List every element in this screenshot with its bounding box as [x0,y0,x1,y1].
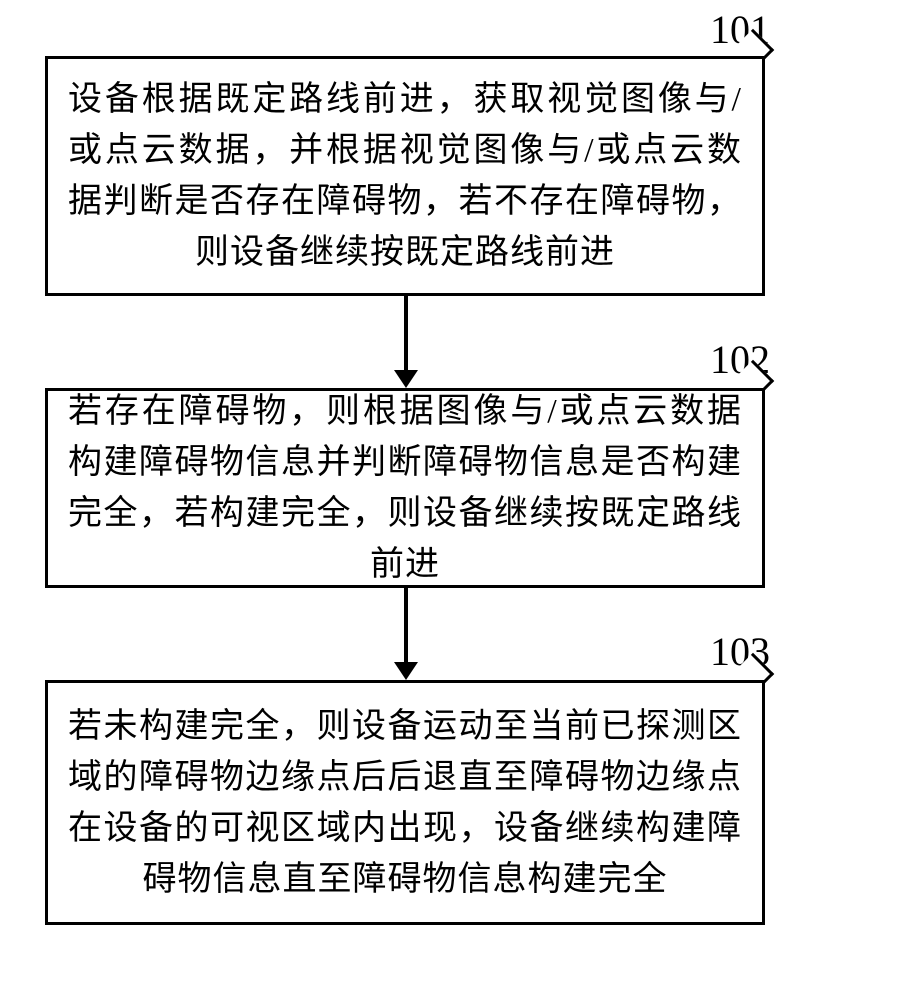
connector-line-2 [404,588,408,662]
arrow-head-2 [394,662,418,680]
step-box-102: 若存在障碍物，则根据图像与/或点云数据构建障碍物信息并判断障碍物信息是否构建完全… [45,388,765,588]
step-text-102: 若存在障碍物，则根据图像与/或点云数据构建障碍物信息并判断障碍物信息是否构建完全… [68,386,742,590]
connector-line-1 [404,296,408,370]
step-text-103: 若未构建完全，则设备运动至当前已探测区域的障碍物边缘点后后退直至障碍物边缘点在设… [68,701,742,905]
step-box-103: 若未构建完全，则设备运动至当前已探测区域的障碍物边缘点后后退直至障碍物边缘点在设… [45,680,765,925]
step-box-101: 设备根据既定路线前进，获取视觉图像与/或点云数据，并根据视觉图像与/或点云数据判… [45,56,765,296]
flowchart-container: 101 设备根据既定路线前进，获取视觉图像与/或点云数据，并根据视觉图像与/或点… [0,0,911,1000]
step-text-101: 设备根据既定路线前进，获取视觉图像与/或点云数据，并根据视觉图像与/或点云数据判… [68,74,742,278]
